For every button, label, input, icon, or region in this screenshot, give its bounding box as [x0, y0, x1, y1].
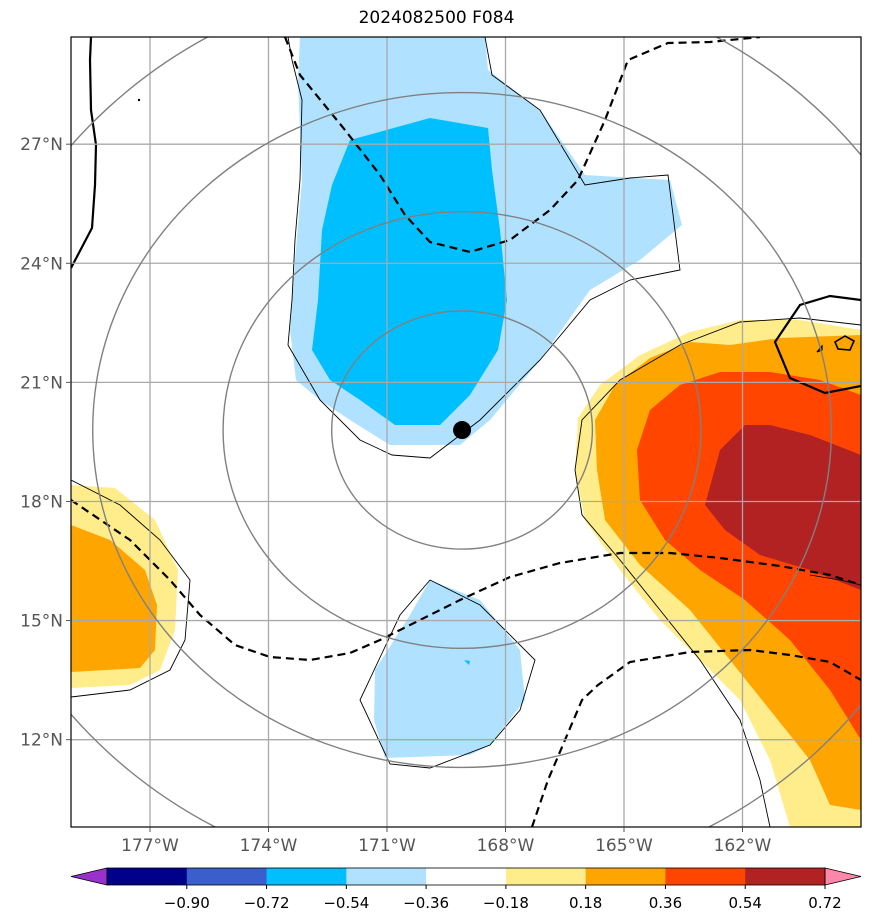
colorbar-segment-9 — [745, 868, 826, 885]
solid-contour-west — [71, 37, 98, 269]
center-marker-layer — [453, 421, 472, 440]
negative-region-south-light — [374, 580, 525, 758]
x-tick-label: 168°W — [477, 836, 535, 856]
colorbar-label: −0.72 — [244, 894, 290, 912]
tiny-land-dot — [137, 98, 141, 102]
y-tick-label: 27°N — [20, 135, 63, 155]
positive-region-east-090 — [705, 425, 861, 590]
x-tick-label: 162°W — [714, 836, 772, 856]
range-ring-1 — [222, 210, 702, 650]
negative-region-north-core — [312, 118, 507, 425]
thin-contour-west — [71, 479, 191, 698]
thin-contour-south — [359, 579, 536, 769]
y-tick-label: 24°N — [20, 254, 63, 274]
colorbar-label: 0.18 — [569, 894, 602, 912]
colorbar: −0.90 −0.72 −0.54 −0.36 −0.18 0.18 0.36 0.54 0.7… — [70, 867, 862, 912]
solid-contour-east-tiny — [816, 344, 823, 353]
range-ring-2 — [92, 91, 833, 769]
colorbar-segment-2 — [186, 868, 268, 885]
colorbar-label: 0.36 — [649, 894, 682, 912]
colorbar-frame — [106, 867, 826, 886]
y-tick-label: 18°N — [20, 492, 63, 512]
colorbar-segment-8 — [665, 868, 746, 885]
colorbar-label: 0.72 — [808, 894, 841, 912]
x-tick-label: 174°W — [240, 836, 298, 856]
map-frame — [70, 36, 862, 828]
map-field-layer — [71, 37, 861, 827]
colorbar-extend-low — [70, 867, 108, 886]
colorbar-segment-4 — [346, 868, 427, 885]
colorbar-extend-high — [824, 867, 862, 886]
colorbar-label: −0.90 — [164, 894, 210, 912]
x-tick-label: 165°W — [595, 836, 653, 856]
thin-contour-east — [574, 317, 861, 827]
range-ring-0 — [330, 310, 594, 550]
x-tick-label: 171°W — [358, 836, 416, 856]
negative-spot-south — [464, 660, 470, 665]
colorbar-label: 0.54 — [729, 894, 762, 912]
chart-title: 2024082500 F084 — [358, 8, 515, 28]
colorbar-segment-1 — [107, 868, 188, 885]
center-marker — [453, 421, 472, 440]
colorbar-segment-3 — [266, 868, 347, 885]
y-axis-ticks: 12°N 15°N 18°N 21°N 24°N 27°N — [20, 135, 71, 751]
range-rings — [71, 37, 861, 827]
x-tick-label: 177°W — [121, 836, 179, 856]
thin-contour-north — [287, 37, 681, 459]
dashed-contour-north — [283, 37, 761, 254]
colorbar-segment-6 — [505, 868, 587, 885]
y-tick-label: 21°N — [20, 373, 63, 393]
dashed-contour-south — [530, 648, 861, 827]
colorbar-label: −0.54 — [323, 894, 369, 912]
colorbar-label: −0.18 — [483, 894, 529, 912]
colorbar-label: −0.36 — [403, 894, 449, 912]
solid-contour-east — [773, 294, 861, 395]
positive-region-west-054 — [71, 525, 157, 672]
x-axis-ticks: 177°W 174°W 171°W 168°W 165°W 162°W — [121, 827, 772, 856]
dashed-contour-middle — [71, 499, 861, 662]
solid-contour-east-small — [833, 335, 856, 351]
y-tick-label: 15°N — [20, 612, 63, 632]
colorbar-segment-5 — [426, 868, 507, 885]
gridlines — [71, 37, 861, 827]
colorbar-segment-7 — [585, 868, 666, 885]
y-tick-label: 12°N — [20, 731, 63, 751]
